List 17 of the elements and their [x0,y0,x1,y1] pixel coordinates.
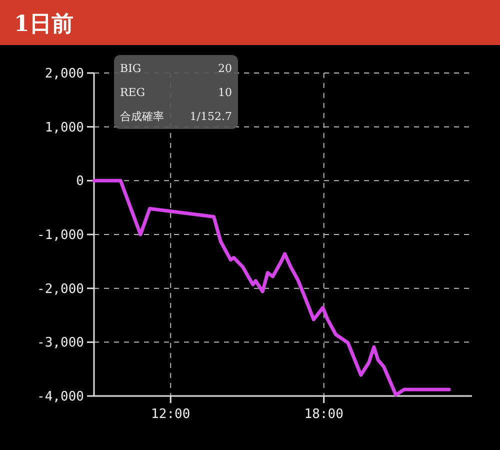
line-series [92,178,451,397]
x-tick-label: 18:00 [304,407,344,422]
annotation: BIG [120,62,142,75]
y-tick-label: -2,000 [37,282,84,297]
y-tick-label: 2,000 [44,66,84,82]
y-tick-label: 1,000 [44,120,84,136]
y-tick-label: -1,000 [37,228,84,244]
y-tick-label: 0 [76,174,84,190]
annotation: 20 [218,62,232,75]
x-tick-label: 12:00 [151,407,190,422]
annotation: REG [120,86,146,99]
y-tick-label: -3,000 [37,336,84,351]
annotation: 合成確率 [120,110,164,123]
annotation: 1/152.7 [190,110,232,123]
chart-title: 1日前 [14,11,74,37]
annotation: 10 [218,86,232,99]
y-tick-label: -4,000 [37,390,84,405]
